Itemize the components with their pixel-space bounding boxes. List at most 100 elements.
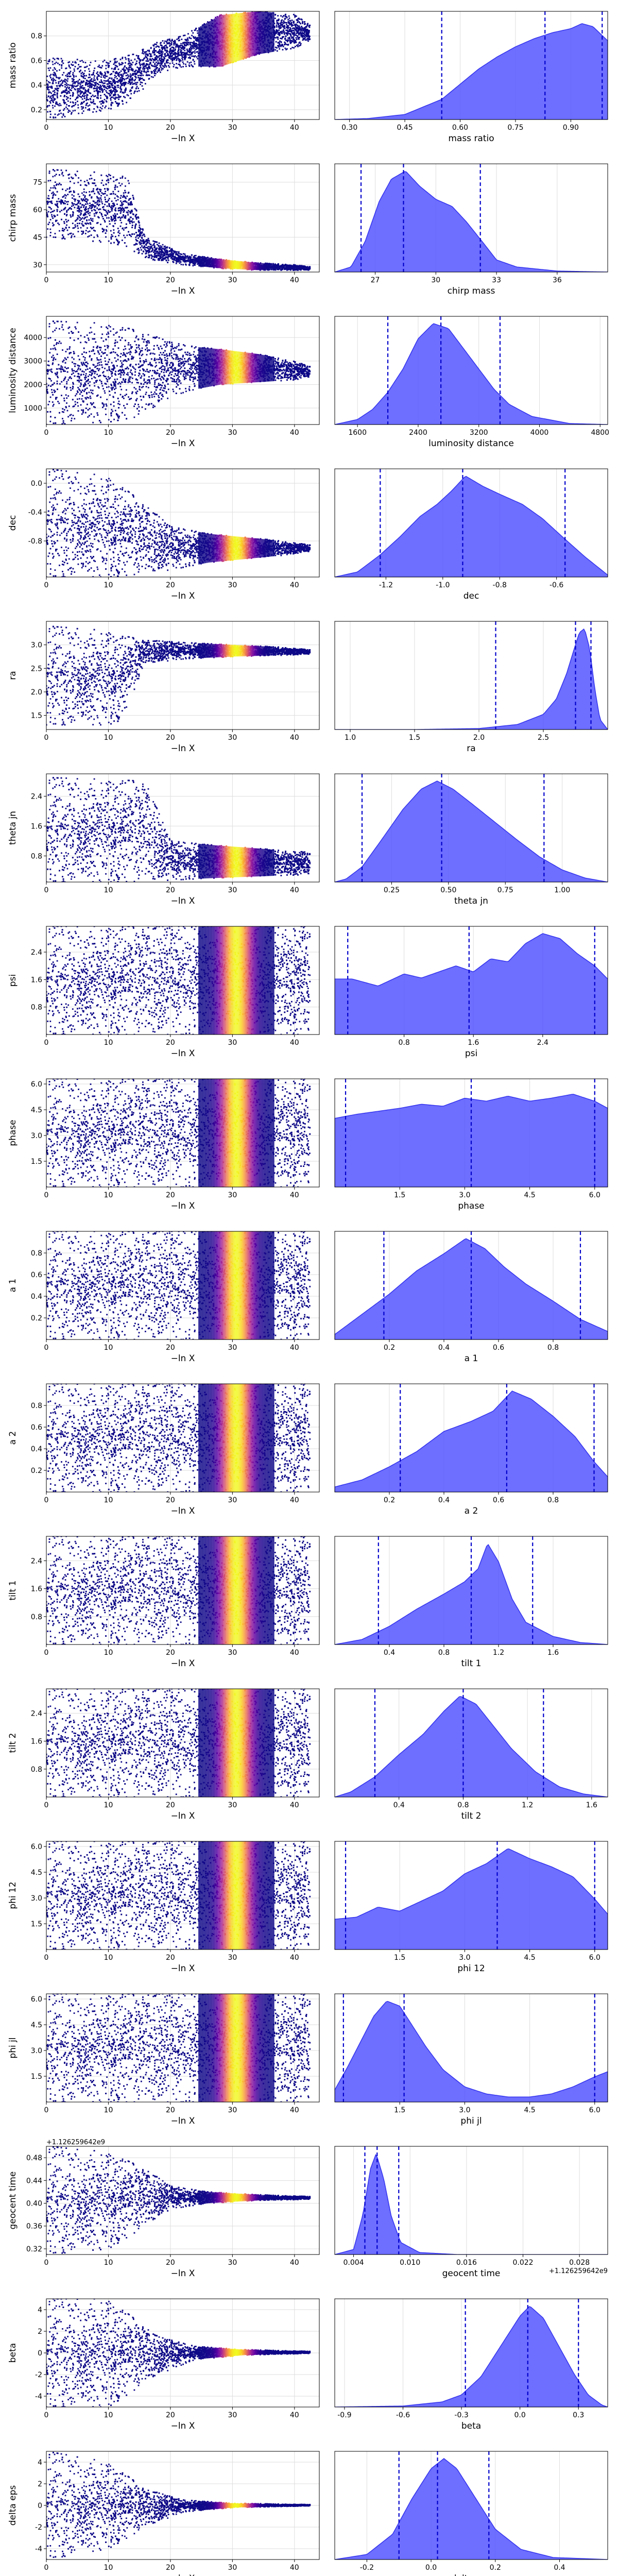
trace-band-strip	[248, 12, 250, 58]
trace-point	[81, 60, 83, 62]
trace-point	[139, 224, 141, 226]
trace-point	[91, 84, 93, 86]
trace-point	[48, 222, 50, 224]
trace-point	[123, 70, 125, 71]
trace-point	[172, 57, 174, 59]
trace-point	[140, 59, 142, 61]
kde-axes-frame	[334, 11, 608, 120]
trace-point	[104, 86, 106, 88]
trace-point	[170, 257, 172, 259]
trace-point	[100, 79, 102, 81]
trace-point	[110, 92, 111, 93]
trace-point	[86, 94, 88, 95]
trace-band-strip	[263, 11, 265, 54]
trace-point	[153, 70, 155, 72]
trace-point	[154, 70, 157, 72]
trace-point	[295, 29, 297, 30]
trace-point	[90, 227, 92, 228]
trace-point	[183, 47, 185, 49]
trace-point	[140, 75, 142, 77]
trace-point	[174, 42, 176, 44]
trace-point	[123, 81, 125, 83]
trace-point	[278, 26, 280, 28]
trace-point	[137, 56, 139, 58]
trace-point	[178, 37, 180, 39]
trace-point	[67, 111, 69, 113]
trace-point	[276, 30, 278, 32]
trace-point	[293, 264, 295, 266]
trace-point	[105, 214, 107, 216]
trace-point	[151, 72, 153, 74]
trace-point	[289, 30, 291, 32]
trace-point	[46, 94, 47, 96]
trace-point	[87, 90, 89, 92]
trace-point	[84, 77, 86, 79]
trace-point	[50, 92, 52, 94]
trace-point	[67, 75, 69, 77]
trace-point	[300, 30, 302, 32]
trace-point	[203, 23, 205, 25]
trace-point	[294, 14, 296, 16]
trace-band-strip	[262, 11, 264, 54]
trace-point	[134, 74, 136, 76]
trace-point	[49, 207, 51, 209]
trace-point	[179, 60, 181, 62]
trace-point	[150, 245, 152, 247]
trace-point	[182, 47, 183, 49]
trace-point	[98, 75, 100, 77]
trace-point	[70, 180, 71, 182]
trace-band-strip	[265, 11, 267, 54]
trace-point	[89, 81, 90, 82]
trace-point	[101, 91, 104, 93]
trace-point	[108, 81, 110, 83]
trace-point	[81, 95, 83, 97]
trace-point	[112, 84, 114, 86]
trace-point	[196, 47, 198, 49]
trace-point	[164, 58, 166, 60]
trace-point	[114, 81, 116, 83]
trace-point	[53, 93, 55, 95]
trace-point	[167, 62, 169, 64]
trace-band-strip	[266, 12, 268, 53]
trace-point	[295, 27, 297, 28]
trace-point	[178, 58, 180, 60]
trace-point	[108, 181, 109, 183]
trace-point	[47, 63, 49, 64]
trace-point	[188, 41, 190, 43]
trace-point	[129, 69, 130, 71]
trace-point	[72, 110, 74, 112]
trace-point	[91, 74, 93, 76]
trace-point	[180, 45, 181, 46]
trace-point	[139, 69, 141, 71]
trace-point	[108, 211, 110, 213]
trace-point	[166, 41, 168, 43]
trace-point	[166, 50, 168, 52]
trace-point	[84, 232, 87, 234]
trace-point	[160, 50, 162, 52]
trace-point	[182, 52, 184, 54]
trace-point	[63, 195, 65, 197]
trace-point	[118, 64, 121, 66]
trace-point	[120, 211, 122, 213]
trace-point	[80, 86, 82, 88]
trace-point	[88, 210, 89, 212]
trace-point	[124, 72, 126, 74]
trace-band-strip	[271, 12, 273, 53]
trace-point	[160, 60, 162, 62]
trace-point	[106, 83, 108, 85]
trace-point	[188, 257, 190, 259]
trace-point	[288, 29, 290, 30]
trace-point	[293, 21, 295, 23]
trace-point	[182, 65, 184, 67]
trace-point	[189, 54, 191, 56]
trace-point	[192, 51, 194, 53]
trace-point	[190, 61, 192, 63]
trace-point	[77, 84, 79, 86]
trace-point	[83, 95, 85, 97]
trace-point	[286, 27, 288, 29]
trace-point	[281, 44, 283, 46]
trace-point	[193, 61, 195, 63]
trace-point	[284, 47, 286, 49]
trace-point	[47, 111, 49, 113]
trace-point	[109, 90, 111, 92]
